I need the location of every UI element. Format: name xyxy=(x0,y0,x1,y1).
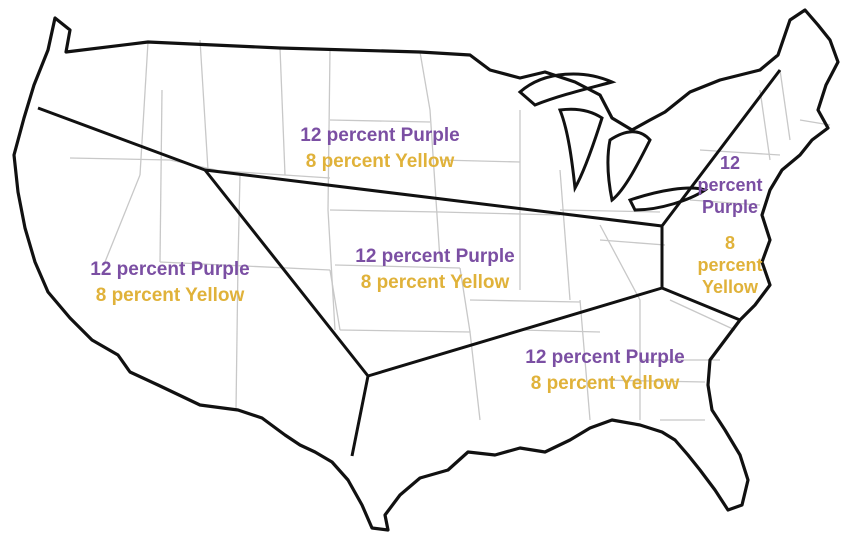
north-yellow-text: 8 percent Yellow xyxy=(305,151,455,172)
region-label-southeast: 12 percent Purple 8 percent Yellow xyxy=(470,345,740,397)
east-purple-line-3: Purple xyxy=(701,197,758,217)
great-lakes xyxy=(517,72,709,212)
north-purple-text: 12 percent Purple xyxy=(300,125,460,146)
central-yellow-text: 8 percent Yellow xyxy=(360,272,510,293)
central-purple-text: 12 percent Purple xyxy=(355,246,515,267)
region-label-east: 12 percent Purple 8 percent Yellow xyxy=(680,152,780,298)
region-label-north: 12 percent Purple 8 percent Yellow xyxy=(240,123,520,175)
region-dividers xyxy=(37,69,782,457)
divider-north-west xyxy=(37,69,782,228)
east-yellow-line-3: Yellow xyxy=(701,277,759,297)
divider-southwest xyxy=(350,375,370,457)
east-yellow-line-1: 8 xyxy=(724,233,735,253)
region-label-west: 12 percent Purple 8 percent Yellow xyxy=(45,257,295,309)
state-boundaries xyxy=(69,39,831,421)
west-purple-text: 12 percent Purple xyxy=(90,259,250,280)
region-label-central: 12 percent Purple 8 percent Yellow xyxy=(300,244,570,296)
east-purple-line-2: percent xyxy=(697,175,763,195)
east-purple-line-1: 12 xyxy=(719,153,741,173)
southeast-purple-text: 12 percent Purple xyxy=(525,347,685,368)
divider-west-central xyxy=(203,169,370,377)
southeast-yellow-text: 8 percent Yellow xyxy=(530,373,680,394)
east-yellow-line-2: percent xyxy=(697,255,763,275)
us-outline xyxy=(12,8,840,532)
west-yellow-text: 8 percent Yellow xyxy=(95,285,245,306)
